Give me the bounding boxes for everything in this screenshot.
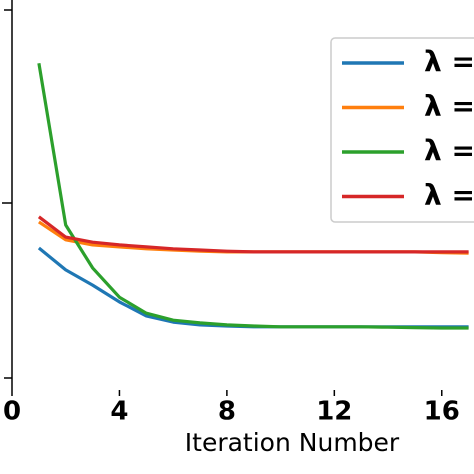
data-line (37, 62, 469, 330)
x-tick-label: 8 (218, 397, 236, 427)
x-tick-label: 12 (316, 397, 352, 427)
x-tick-label: 16 (424, 397, 460, 427)
legend-label: λ = (424, 90, 474, 123)
data-line (37, 215, 469, 254)
legend-label: λ = (424, 134, 474, 167)
legend-label: λ = (424, 45, 474, 78)
x-axis-label: Iteration Number (185, 428, 400, 457)
legend-box (330, 37, 474, 223)
legend-label: λ = (424, 179, 474, 212)
data-line (38, 220, 469, 255)
legend: λ = λ = λ = λ = (330, 37, 474, 223)
x-tick-label: 4 (110, 397, 128, 427)
data-line (37, 246, 469, 329)
x-tick-label: 0 (3, 397, 21, 427)
